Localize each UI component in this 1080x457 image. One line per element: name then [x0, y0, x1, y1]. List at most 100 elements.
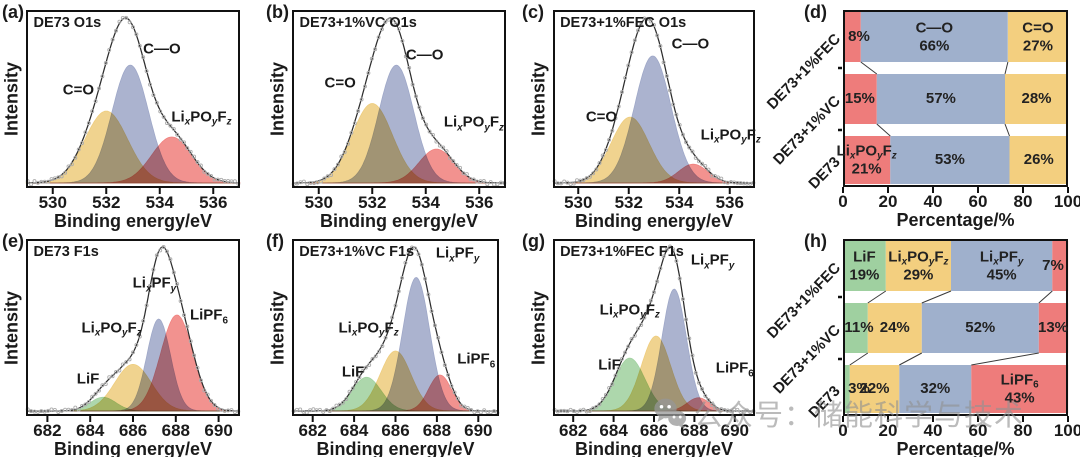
- peak-label-C-O: C—O: [671, 35, 710, 53]
- bar-segment-LiPF6-row2: [971, 365, 1069, 413]
- peak-label-LiF: LiF: [76, 370, 100, 388]
- stacked-bar-plot-d: [838, 10, 1069, 193]
- x-axis-title: Binding energy/eV: [574, 211, 734, 231]
- segment-label-LixPFy-row2: 32%: [920, 380, 951, 398]
- segment-label-LiPF6-row0: 7%: [1042, 257, 1064, 275]
- segment-connector: [876, 123, 891, 137]
- x-tick-label: 682: [559, 421, 588, 440]
- watermark: 公众号：储能科学与技术: [652, 392, 1024, 434]
- plot-border: [843, 10, 1068, 187]
- peak-label-C=O: C=O: [62, 81, 95, 99]
- spectrum-plot-b: [291, 10, 507, 194]
- bar-segment-LixPOyFz-row0: [843, 12, 861, 62]
- envelope-curve: [292, 246, 499, 412]
- x-axis-title: Binding energy/eV: [574, 439, 734, 457]
- bar-segment-LixPFy-row2: [899, 365, 972, 413]
- x-tick-label: 534: [411, 193, 440, 212]
- peak-label-LixPOyFz: LixPOyFz: [443, 113, 504, 134]
- x-tick-label: 684: [76, 421, 105, 440]
- x-tick-label: 0: [838, 421, 848, 440]
- y-axis-title: Intensity: [267, 61, 288, 137]
- segment-label-LixPFy-row0: LixPFy 45%: [979, 248, 1024, 283]
- segment-label-C=O-row2: 26%: [1023, 151, 1054, 169]
- x-tick-label: 688: [680, 421, 709, 440]
- segment-connector: [1004, 61, 1009, 75]
- bar-segment-LixPOyFz-row0: [885, 241, 952, 291]
- sample-label-c: DE73+1%FEC O1s: [560, 15, 687, 32]
- x-tick-label: 0: [838, 192, 848, 211]
- x-tick-label: 532: [614, 193, 643, 212]
- spectrum-plot-g: [552, 239, 756, 422]
- segment-connector: [899, 352, 923, 366]
- x-tick-label: 690: [720, 421, 749, 440]
- peak-label-C=O: C=O: [324, 74, 356, 92]
- segment-label-C—O-row2: 53%: [934, 151, 965, 169]
- bar-segment-LiF-row0: [843, 241, 886, 291]
- x-tick-label: 532: [358, 193, 387, 212]
- peak-label-C-O: C—O: [405, 46, 444, 63]
- segment-label-C—O-row1: 57%: [925, 90, 956, 108]
- peak-LixPFy: [292, 277, 499, 412]
- y-axis-title: Intensity: [267, 290, 288, 365]
- bar-segment-LiPF6-row1: [1038, 303, 1069, 353]
- peak-label-LiF: LiF: [341, 363, 365, 381]
- segment-connector: [1038, 290, 1053, 304]
- x-tick-label: 536: [465, 193, 494, 212]
- segment-label-C—O-row0: C—O 66%: [915, 19, 954, 54]
- peak-C-O: [553, 55, 755, 184]
- plot-border: [26, 239, 240, 416]
- peak-label-LixPOyFz: LixPOyFz: [700, 126, 761, 146]
- segment-label-LixPFy-row1: 52%: [965, 319, 996, 337]
- panel-letter-c: (c): [522, 2, 544, 22]
- x-tick-label: 100: [1053, 192, 1080, 211]
- y-axis-title: Intensity: [528, 290, 549, 365]
- x-axis-title: Percentage/%: [896, 210, 1015, 230]
- x-tick-label: 80: [1013, 421, 1033, 440]
- segment-label-LiF-row0: LiF 19%: [849, 248, 880, 283]
- x-tick-label: 60: [968, 421, 988, 440]
- sample-label-e: DE73 F1s: [33, 244, 99, 261]
- plot-border: [292, 239, 499, 416]
- x-tick-label: 690: [464, 421, 493, 440]
- bar-segment-C=O-row2: [1009, 136, 1068, 184]
- x-tick-label: 686: [639, 421, 669, 440]
- x-tick-label: 40: [923, 421, 943, 440]
- sample-label-a: DE73 O1s: [33, 15, 102, 32]
- segment-label-LiF-row2: 3%: [848, 380, 870, 398]
- panel-letter-g: (g): [522, 231, 545, 251]
- segment-label-LixPOyFz-row1: 24%: [879, 319, 910, 337]
- peak-label-C=O: C=O: [585, 108, 618, 126]
- stacked-bar-plot-h: [838, 239, 1069, 422]
- bar-segment-LiF-row2: [843, 365, 850, 413]
- bar-segment-LixPOyFz-row2: [843, 136, 891, 184]
- x-tick-label: 100: [1053, 421, 1080, 440]
- segment-label-LixPOyFz-row1: 15%: [844, 90, 875, 108]
- segment-label-LiPF6-row1: 13%: [1037, 319, 1069, 337]
- peak-label-C-O: C—O: [143, 40, 181, 58]
- plot-border: [26, 10, 240, 188]
- x-tick-label: 534: [665, 193, 694, 212]
- segment-label-LixPOyFz-row2: LixPOyFz 21%: [836, 142, 897, 177]
- y-axis-title: Intensity: [528, 61, 549, 137]
- peak-label-LiPF6: LiPF6: [189, 306, 228, 327]
- y-axis-title: Intensity: [1, 61, 22, 137]
- x-tick-label: 530: [564, 193, 593, 212]
- plot-border: [553, 10, 755, 188]
- bar-segment-C—O-row2: [890, 136, 1010, 184]
- bar-segment-LiPF6-row0: [1052, 241, 1069, 291]
- x-tick-label: 684: [339, 421, 369, 440]
- peak-label-LixPFy: LixPFy: [690, 251, 735, 272]
- sample-label-f: DE73+1%VC F1s: [299, 244, 415, 261]
- bar-segment-LixPFy-row0: [951, 241, 1053, 291]
- bar-segment-LixPFy-row1: [921, 303, 1039, 353]
- peak-label-LixPOyFz: LixPOyFz: [81, 319, 142, 339]
- bar-segment-C—O-row0: [860, 12, 1008, 62]
- x-tick-label: 60: [968, 192, 988, 211]
- x-tick-label: 682: [298, 421, 327, 440]
- raw-data-points: [552, 244, 756, 415]
- peak-label-LixPOyFz: LixPOyFz: [599, 301, 660, 321]
- segment-label-LiPF6-row2: LiPF6 43%: [1000, 371, 1039, 406]
- x-tick-label: 682: [33, 421, 62, 440]
- segment-label-LiF-row1: 11%: [844, 319, 874, 337]
